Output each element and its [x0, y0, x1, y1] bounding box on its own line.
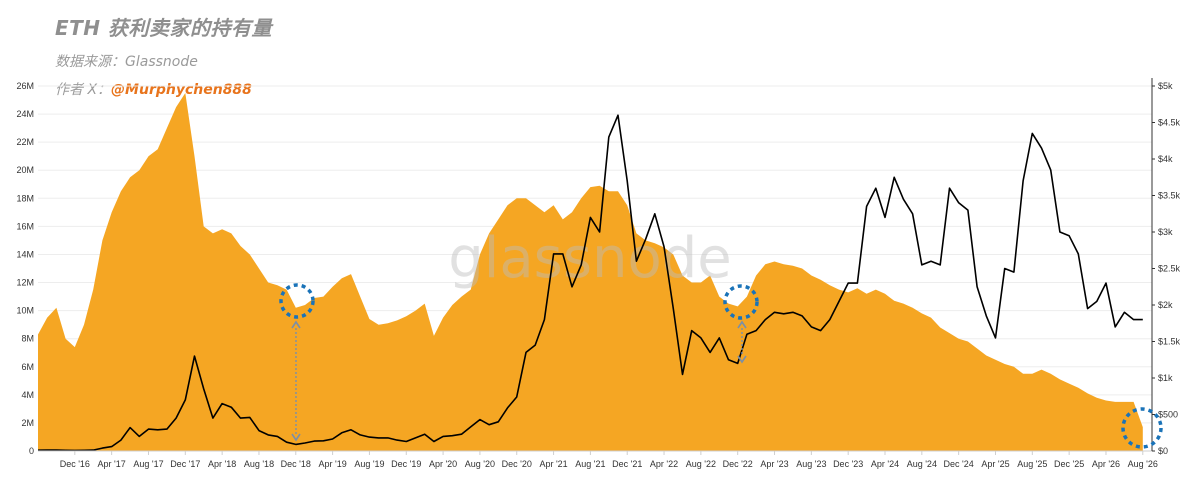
y-right-tick-label: $1k — [1158, 373, 1173, 383]
x-tick-label: Dec '25 — [1054, 459, 1084, 469]
x-tick-label: Dec '18 — [281, 459, 311, 469]
data-source: 数据来源：Glassnode — [55, 54, 198, 70]
y-left-tick-label: 8M — [21, 334, 34, 344]
y-right-tick-label: $2.5k — [1158, 264, 1181, 274]
y-right-tick-label: $2k — [1158, 300, 1173, 310]
price-line — [37, 114, 1143, 452]
x-tick-label: Aug '20 — [465, 459, 495, 469]
annotation-circle — [723, 284, 759, 320]
y-right-tick-label: $3.5k — [1158, 191, 1181, 201]
x-tick-label: Dec '20 — [502, 459, 532, 469]
x-tick-label: Apr '22 — [650, 459, 678, 469]
x-tick-label: Dec '23 — [833, 459, 863, 469]
x-tick-label: Apr '23 — [760, 459, 788, 469]
x-tick-label: Apr '24 — [871, 459, 899, 469]
x-tick-label: Aug '26 — [1128, 459, 1158, 469]
y-left-tick-label: 20M — [16, 165, 34, 175]
x-tick-label: Apr '26 — [1092, 459, 1120, 469]
x-tick-label: Dec '19 — [391, 459, 421, 469]
holdings-area — [38, 93, 1143, 451]
x-tick-label: Aug '22 — [686, 459, 716, 469]
y-left-tick-label: 16M — [16, 221, 34, 231]
x-tick-label: Aug '23 — [796, 459, 826, 469]
y-right-tick-label: $500 — [1158, 410, 1178, 420]
y-right-tick-label: $4.5k — [1158, 118, 1181, 128]
x-tick-label: Apr '19 — [318, 459, 346, 469]
annotation-circle — [1121, 407, 1163, 449]
y-left-tick-label: 24M — [16, 109, 34, 119]
y-left-tick-label: 4M — [21, 390, 34, 400]
x-tick-label: Dec '16 — [60, 459, 90, 469]
x-tick-label: Apr '25 — [981, 459, 1009, 469]
annotation-arrow-head — [291, 320, 301, 329]
x-tick-label: Dec '21 — [612, 459, 642, 469]
x-tick-label: Apr '21 — [539, 459, 567, 469]
y-right-tick-label: $5k — [1158, 81, 1173, 91]
y-left-tick-label: 22M — [16, 137, 34, 147]
y-left-tick-label: 2M — [21, 418, 34, 428]
y-left-tick-label: 18M — [16, 193, 34, 203]
y-right-tick-label: $3k — [1158, 227, 1173, 237]
x-tick-label: Aug '21 — [575, 459, 605, 469]
x-tick-label: Aug '18 — [244, 459, 274, 469]
x-tick-label: Apr '17 — [98, 459, 126, 469]
y-left-tick-label: 14M — [16, 249, 34, 259]
x-tick-label: Apr '18 — [208, 459, 236, 469]
chart-title: ETH 获利卖家的持有量 — [55, 16, 273, 40]
y-left-tick-label: 10M — [16, 306, 34, 316]
x-tick-label: Aug '25 — [1017, 459, 1047, 469]
annotation-arrow-head — [737, 355, 747, 364]
y-right-tick-label: $0 — [1158, 446, 1168, 456]
y-left-tick-label: 0 — [29, 446, 34, 456]
y-left-tick-label: 6M — [21, 362, 34, 372]
x-tick-label: Aug '19 — [354, 459, 384, 469]
x-tick-label: Aug '17 — [133, 459, 163, 469]
y-left-tick-label: 26M — [16, 81, 34, 91]
annotation-arrow-head — [737, 320, 747, 329]
y-right-tick-label: $4k — [1158, 154, 1173, 164]
y-right-tick-label: $1.5k — [1158, 337, 1181, 347]
x-tick-label: Dec '17 — [170, 459, 200, 469]
x-tick-label: Dec '22 — [723, 459, 753, 469]
watermark: glassnode — [448, 226, 732, 291]
y-left-tick-label: 12M — [16, 278, 34, 288]
x-tick-label: Dec '24 — [944, 459, 974, 469]
x-tick-label: Aug '24 — [907, 459, 937, 469]
x-tick-label: Apr '20 — [429, 459, 457, 469]
annotation-circle — [279, 283, 315, 319]
annotation-arrow-head — [291, 433, 301, 442]
